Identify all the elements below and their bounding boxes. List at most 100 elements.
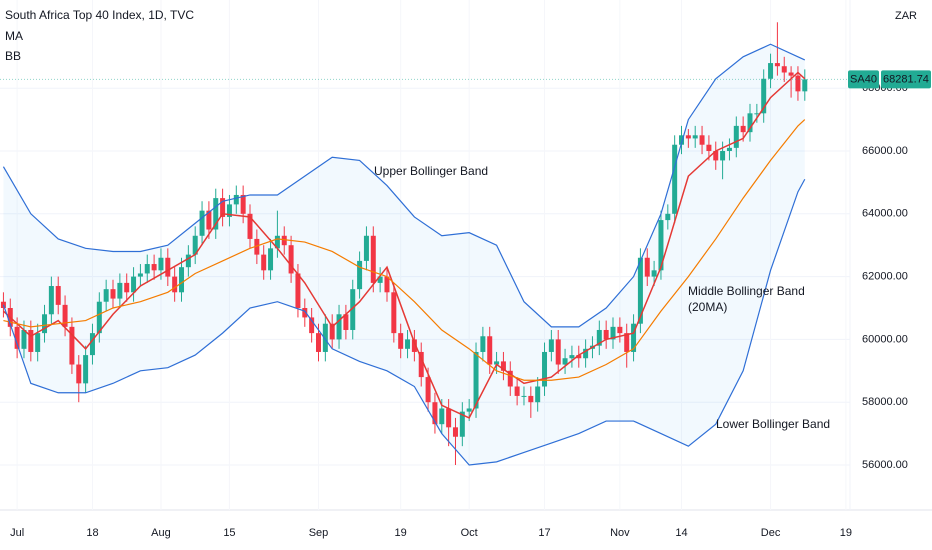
candle-body bbox=[658, 220, 664, 271]
candle-body bbox=[76, 364, 82, 384]
candle-body bbox=[685, 135, 691, 139]
candle-body bbox=[329, 323, 335, 340]
candle-body bbox=[713, 151, 719, 161]
candle-body bbox=[603, 329, 609, 340]
candle-body bbox=[315, 333, 321, 352]
candle-body bbox=[555, 339, 561, 365]
indicator-label: MA bbox=[5, 29, 23, 43]
candle-body bbox=[117, 282, 123, 299]
candle-body bbox=[192, 235, 198, 255]
candle-body bbox=[281, 235, 287, 246]
y-tick-label: 66000.00 bbox=[862, 145, 908, 157]
candle-body bbox=[55, 286, 61, 305]
candle-body bbox=[295, 273, 301, 309]
candle-body bbox=[446, 408, 452, 428]
candle-body bbox=[377, 276, 383, 283]
candle-body bbox=[507, 370, 513, 387]
candle-body bbox=[466, 408, 472, 412]
candle-body bbox=[384, 276, 390, 293]
candle-body bbox=[699, 135, 705, 145]
y-tick-label: 60000.00 bbox=[862, 333, 908, 345]
x-tick-label: 19 bbox=[395, 527, 407, 539]
candle-body bbox=[35, 333, 41, 352]
candle-body bbox=[96, 301, 102, 334]
y-tick-label: 62000.00 bbox=[862, 271, 908, 283]
candle-body bbox=[452, 427, 458, 437]
candle-body bbox=[473, 351, 479, 409]
candle-body bbox=[726, 147, 732, 152]
candle-body bbox=[610, 326, 616, 340]
candle-body bbox=[432, 402, 438, 425]
x-tick-label: 15 bbox=[223, 527, 235, 539]
candle-body bbox=[69, 326, 75, 365]
candle-body bbox=[185, 254, 191, 268]
x-tick-label: 14 bbox=[675, 527, 687, 539]
candle-body bbox=[42, 314, 48, 334]
currency-label: ZAR bbox=[895, 10, 917, 22]
candle-body bbox=[596, 329, 602, 346]
indicator-line bbox=[3, 119, 806, 381]
candle-body bbox=[62, 304, 68, 327]
candle-body bbox=[459, 411, 465, 437]
indicator-line bbox=[2, 71, 806, 419]
candle-body bbox=[583, 348, 589, 359]
candle-body bbox=[768, 63, 774, 79]
chart-title: South Africa Top 40 Index, 1D, TVC bbox=[5, 8, 194, 22]
candle-body bbox=[21, 329, 27, 349]
last-price-label: 68281.74 bbox=[883, 73, 929, 85]
candle-body bbox=[363, 235, 369, 261]
candle-body bbox=[788, 72, 794, 76]
x-tick-label: Oct bbox=[461, 527, 478, 539]
candle-body bbox=[343, 314, 349, 330]
candle-body bbox=[28, 329, 34, 352]
x-tick-label: 17 bbox=[538, 527, 550, 539]
candle-body bbox=[754, 113, 760, 115]
candle-body bbox=[405, 339, 411, 349]
candle-body bbox=[514, 386, 520, 396]
candle-body bbox=[562, 358, 568, 365]
candle-body bbox=[425, 377, 431, 403]
candle-body bbox=[213, 198, 219, 230]
price-badge bbox=[881, 70, 931, 89]
candle-body bbox=[542, 351, 548, 387]
candle-body bbox=[83, 355, 89, 384]
candle-body bbox=[179, 267, 185, 293]
candle-body bbox=[247, 213, 253, 239]
plot-area bbox=[0, 22, 850, 466]
candle-body bbox=[617, 326, 623, 334]
annotation: (20MA) bbox=[688, 300, 727, 314]
candle-body bbox=[14, 326, 20, 349]
candle-body bbox=[254, 238, 260, 255]
symbol-label: SA40 bbox=[850, 73, 877, 85]
x-tick-label: 18 bbox=[86, 527, 98, 539]
candle-body bbox=[528, 395, 534, 403]
candle-body bbox=[795, 75, 801, 92]
candle-body bbox=[740, 125, 746, 133]
y-tick-label: 64000.00 bbox=[862, 208, 908, 220]
candle-body bbox=[411, 339, 417, 352]
candle-body bbox=[336, 314, 342, 340]
candle-body bbox=[535, 386, 541, 403]
candle-body bbox=[747, 113, 753, 133]
candle-body bbox=[439, 408, 445, 425]
candle-body bbox=[322, 323, 328, 352]
candle-body bbox=[144, 264, 150, 274]
candle-body bbox=[548, 339, 554, 352]
candle-body bbox=[261, 254, 267, 271]
candle-body bbox=[172, 276, 178, 293]
candle-body bbox=[391, 292, 397, 334]
candle-body bbox=[418, 351, 424, 378]
x-tick-label: Jul bbox=[10, 527, 24, 539]
candle-body bbox=[158, 257, 164, 271]
y-tick-label: 58000.00 bbox=[862, 396, 908, 408]
candle-body bbox=[802, 79, 808, 92]
annotation: Lower Bollinger Band bbox=[716, 417, 830, 431]
candle-body bbox=[761, 78, 767, 114]
x-tick-label: Dec bbox=[761, 527, 781, 539]
candle-body bbox=[350, 289, 356, 330]
candle-body bbox=[720, 151, 726, 161]
candle-body bbox=[631, 323, 637, 352]
candle-body bbox=[569, 355, 575, 359]
candle-body bbox=[774, 63, 780, 67]
